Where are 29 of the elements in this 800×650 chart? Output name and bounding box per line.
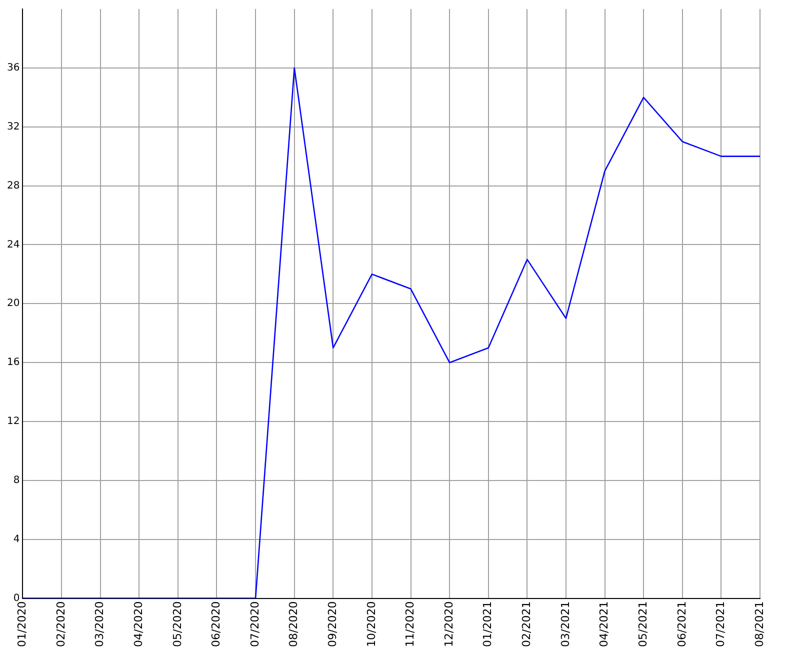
y-tick-label: 20 <box>6 298 20 310</box>
x-tick-label: 05/2020 <box>170 601 184 648</box>
x-tick-label: 02/2020 <box>54 601 68 648</box>
y-tick-label: 28 <box>6 180 20 192</box>
x-tick-label: 09/2020 <box>326 601 340 648</box>
x-tick-label: 12/2020 <box>442 601 456 648</box>
y-tick-label: 36 <box>6 62 20 74</box>
y-tick-label: 4 <box>13 534 20 545</box>
x-tick-label: 01/2020 <box>16 601 29 648</box>
y-tick-label: 12 <box>6 416 20 428</box>
y-tick-label: 16 <box>6 357 20 368</box>
x-tick-label: 08/2020 <box>287 601 300 648</box>
x-tick-label: 11/2020 <box>404 601 417 648</box>
y-tick-label: 8 <box>13 475 20 486</box>
x-tick-label: 03/2020 <box>93 601 106 648</box>
x-tick-label: 07/2021 <box>714 601 728 648</box>
y-tick-label: 32 <box>6 121 20 132</box>
y-tick-label: 24 <box>6 239 20 250</box>
x-tick-label: 04/2020 <box>132 601 145 648</box>
x-tick-label: 05/2021 <box>636 601 650 648</box>
x-tick-label: 06/2021 <box>675 601 688 648</box>
x-tick-label: 04/2021 <box>598 601 611 648</box>
x-tick-label: 10/2020 <box>364 601 378 648</box>
x-tick-label: 08/2021 <box>752 601 766 648</box>
x-tick-label: 06/2020 <box>210 601 223 648</box>
x-tick-label: 07/2020 <box>248 601 262 648</box>
x-tick-label: 01/2021 <box>481 601 494 648</box>
x-tick-label: 02/2021 <box>520 601 534 648</box>
x-tick-label: 03/2021 <box>558 601 572 648</box>
